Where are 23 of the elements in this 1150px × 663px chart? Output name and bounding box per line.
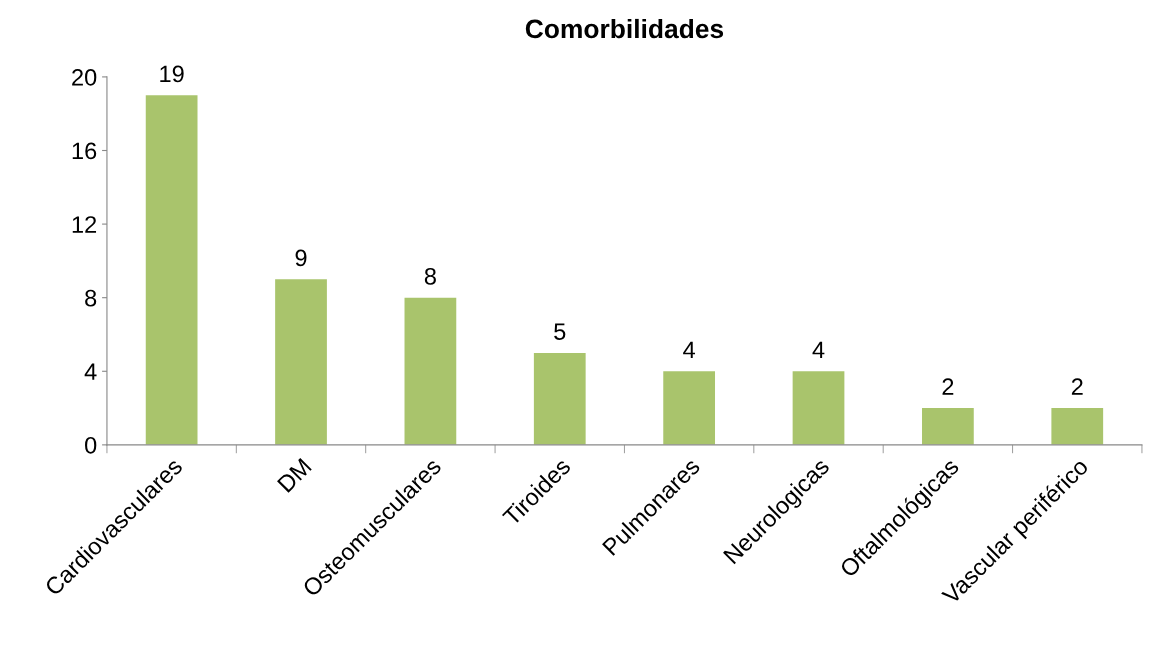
bar (922, 408, 974, 445)
bar (533, 352, 586, 445)
data-label: 9 (295, 249, 307, 267)
chart-title: Comorbilidades (525, 18, 724, 39)
data-label: 2 (1071, 378, 1083, 395)
bar (145, 95, 198, 445)
data-label: 5 (554, 323, 566, 340)
y-tick-label: 20 (72, 68, 97, 86)
data-label: 19 (160, 65, 184, 83)
y-tick-label: 4 (84, 363, 97, 380)
data-label: 4 (812, 341, 825, 359)
y-tick-label: 0 (85, 436, 97, 454)
data-label: 2 (942, 378, 954, 395)
bar (663, 371, 716, 445)
y-tick-label: 12 (72, 216, 97, 233)
bar (404, 297, 457, 445)
bar (275, 279, 327, 445)
data-label: 4 (683, 341, 696, 359)
bar (792, 371, 845, 445)
data-label: 8 (424, 267, 436, 285)
y-tick-label: 8 (85, 289, 97, 307)
y-tick-label: 16 (72, 142, 97, 160)
bar (1051, 408, 1104, 445)
